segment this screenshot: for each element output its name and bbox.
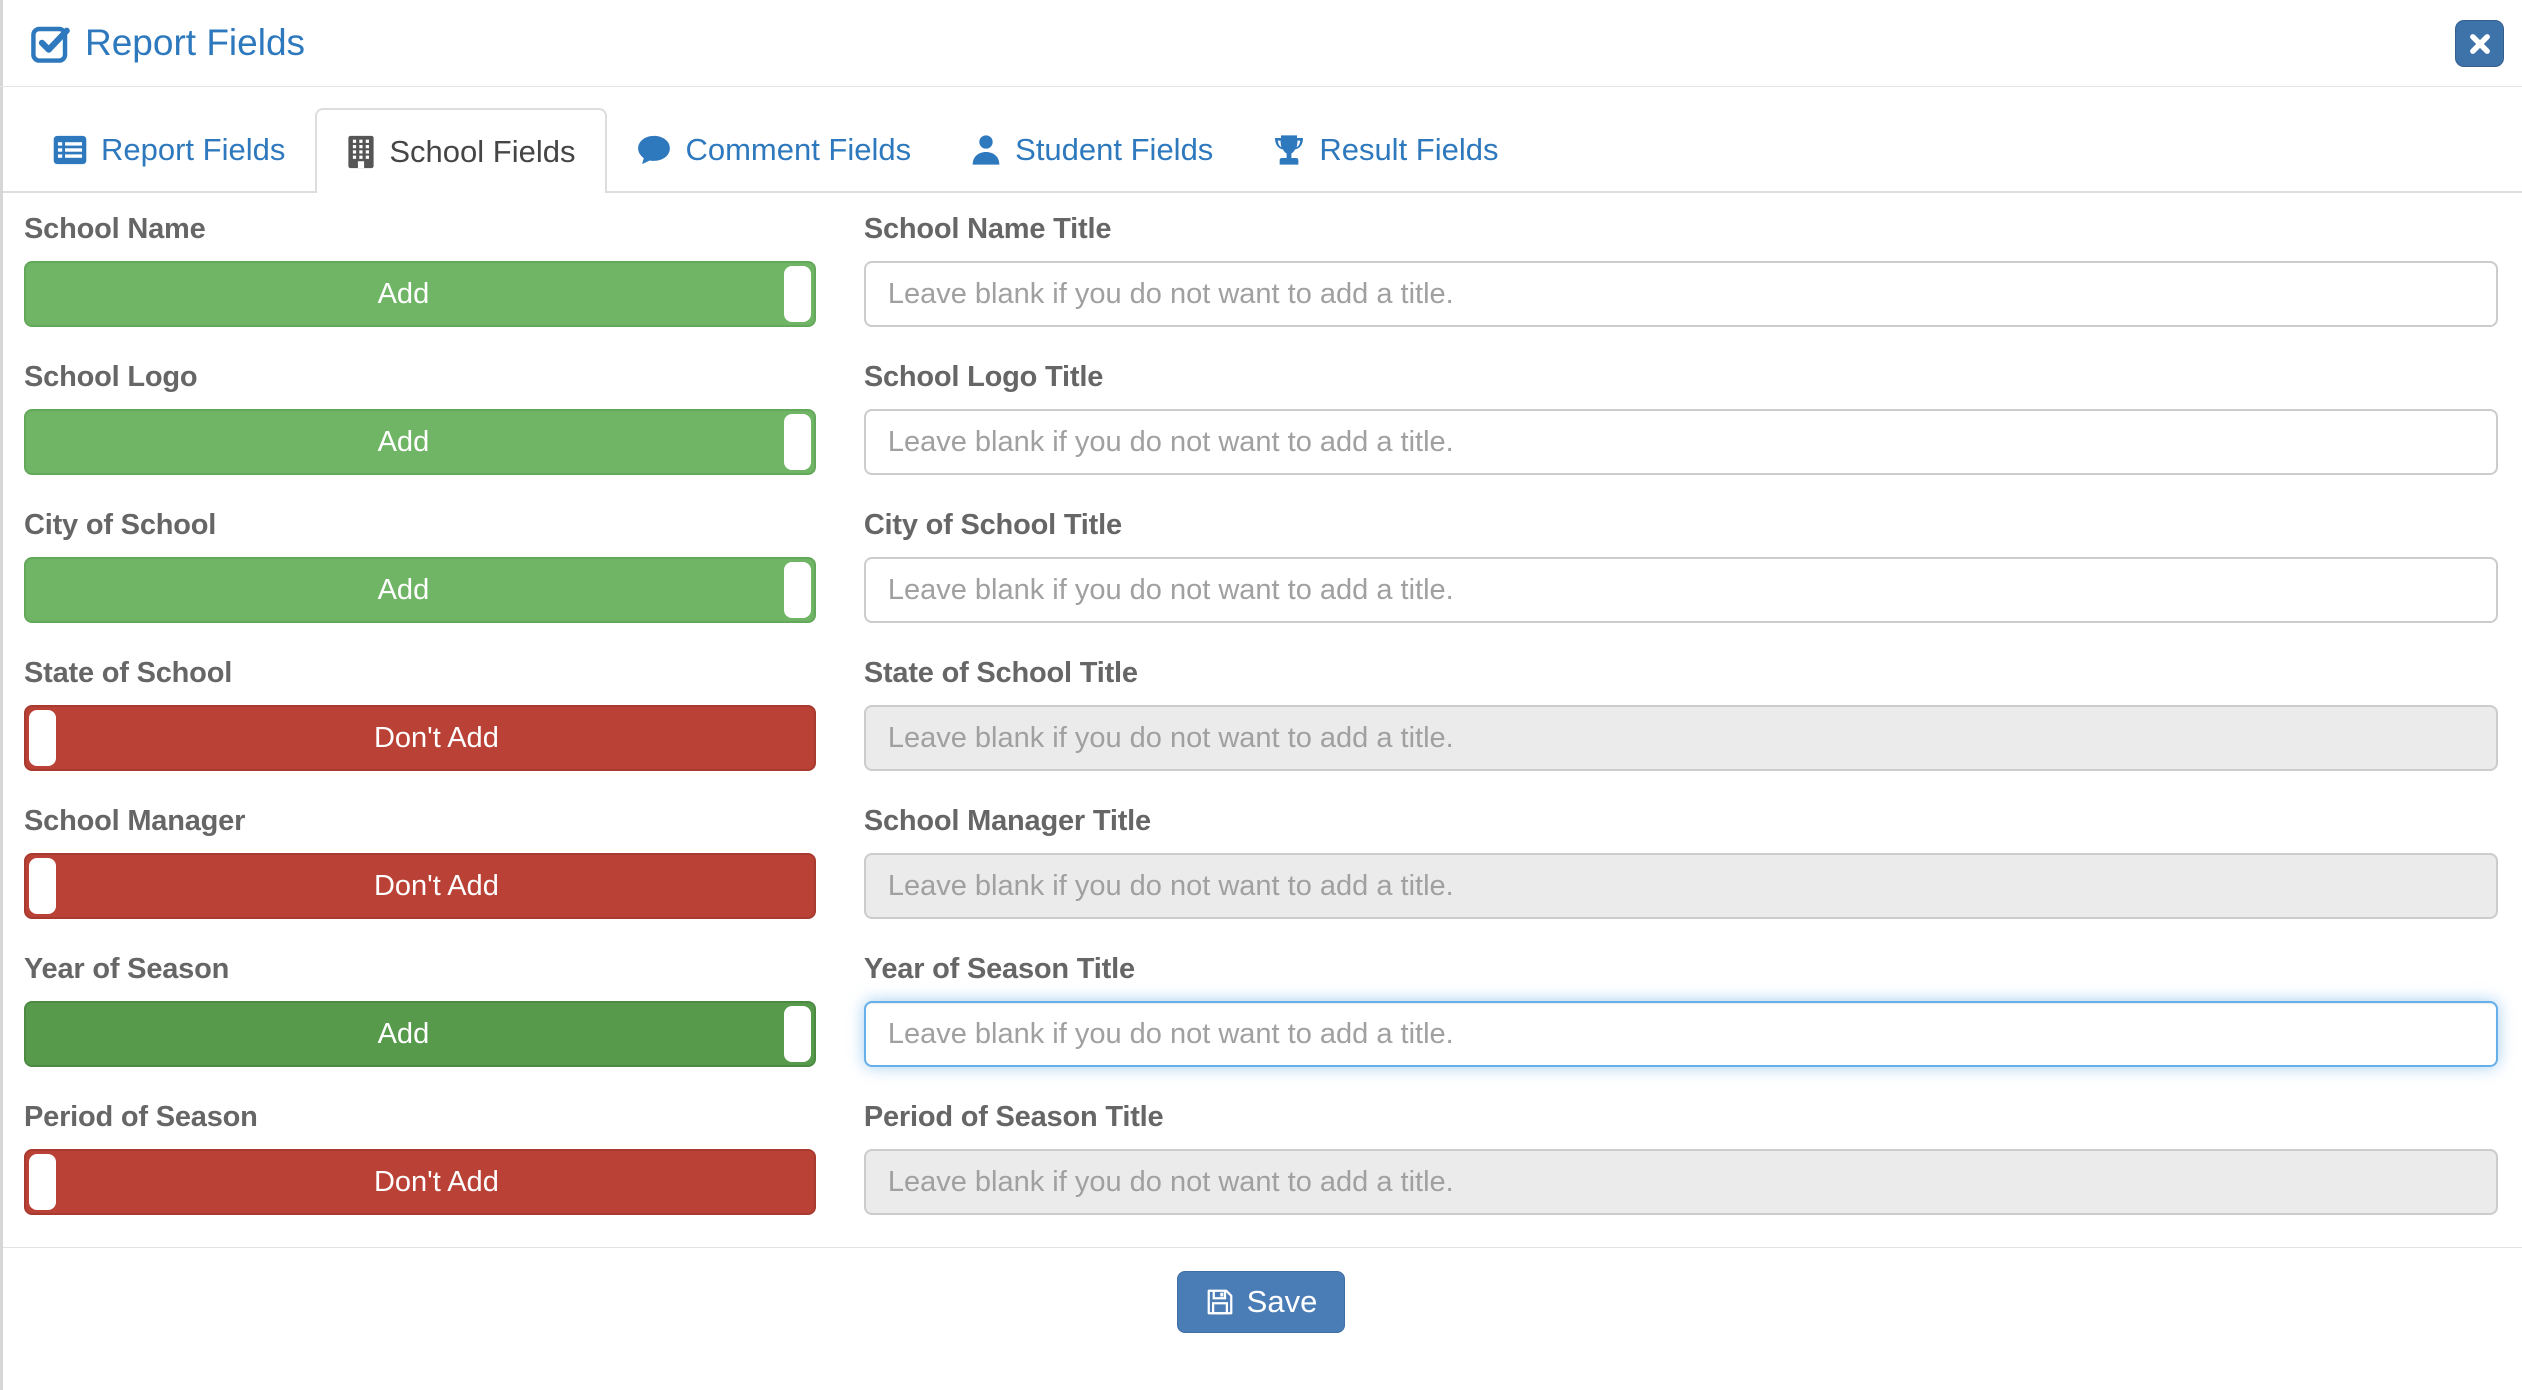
toggle-state-label: Add	[378, 574, 430, 607]
page-title: Report Fields	[85, 22, 305, 64]
field-label: School Manager	[24, 803, 816, 839]
field-toggle-switch[interactable]: Don't Add	[24, 705, 816, 771]
field-toggle-switch[interactable]: Don't Add	[24, 1149, 816, 1215]
trophy-icon	[1273, 134, 1305, 166]
field-label: City of School	[24, 507, 816, 543]
user-icon	[971, 134, 1001, 166]
title-label: Period of Season Title	[864, 1099, 2498, 1135]
field-toggle-switch[interactable]: Add	[24, 1001, 816, 1067]
tab-comment-fields[interactable]: Comment Fields	[607, 108, 941, 191]
field-label: Period of Season	[24, 1099, 816, 1135]
tab-label: Report Fields	[101, 132, 285, 168]
field-row: Year of Season Add Year of Season Title	[0, 951, 2522, 1067]
field-toggle-switch[interactable]: Add	[24, 409, 816, 475]
page-left-edge	[0, 0, 3, 1390]
field-row: State of School Don't Add State of Schoo…	[0, 655, 2522, 771]
title-column-cell: School Manager Title	[840, 803, 2522, 919]
field-row: School Manager Don't Add School Manager …	[0, 803, 2522, 919]
toggle-state-label: Add	[378, 278, 430, 311]
toggle-column-cell: School Logo Add	[0, 359, 840, 475]
title-label: State of School Title	[864, 655, 2498, 691]
tab-result-fields[interactable]: Result Fields	[1243, 108, 1528, 191]
title-input[interactable]	[864, 1001, 2498, 1067]
toggle-column-cell: Period of Season Don't Add	[0, 1099, 840, 1215]
toggle-column-cell: School Name Add	[0, 211, 840, 327]
field-toggle-switch[interactable]: Add	[24, 261, 816, 327]
field-row: School Logo Add School Logo Title	[0, 359, 2522, 475]
title-input	[864, 705, 2498, 771]
title-input[interactable]	[864, 409, 2498, 475]
close-button[interactable]	[2455, 20, 2504, 67]
title-label: School Name Title	[864, 211, 2498, 247]
title-label: Year of Season Title	[864, 951, 2498, 987]
field-label: School Logo	[24, 359, 816, 395]
toggle-state-label: Don't Add	[374, 870, 499, 903]
title-input	[864, 1149, 2498, 1215]
modal-footer: Save	[0, 1247, 2522, 1333]
floppy-disk-icon	[1205, 1287, 1235, 1317]
title-input[interactable]	[864, 261, 2498, 327]
title-column-cell: Period of Season Title	[840, 1099, 2522, 1215]
field-row: Period of Season Don't Add Period of Sea…	[0, 1099, 2522, 1215]
tab-school-fields[interactable]: School Fields	[315, 108, 607, 193]
field-label: Year of Season	[24, 951, 816, 987]
save-label: Save	[1247, 1284, 1318, 1320]
toggle-knob[interactable]	[29, 858, 56, 914]
title-input[interactable]	[864, 557, 2498, 623]
title-label: City of School Title	[864, 507, 2498, 543]
tab-student-fields[interactable]: Student Fields	[941, 108, 1243, 191]
field-row: School Name Add School Name Title	[0, 211, 2522, 327]
modal-title: Report Fields	[30, 22, 305, 64]
tab-label: Student Fields	[1015, 132, 1213, 168]
title-input	[864, 853, 2498, 919]
school-fields-panel: School Name Add School Name Title School…	[0, 193, 2522, 1215]
comment-icon	[637, 134, 671, 166]
field-row: City of School Add City of School Title	[0, 507, 2522, 623]
toggle-state-label: Add	[378, 426, 430, 459]
title-column-cell: State of School Title	[840, 655, 2522, 771]
tab-report-fields[interactable]: Report Fields	[23, 108, 315, 191]
title-label: School Manager Title	[864, 803, 2498, 839]
title-label: School Logo Title	[864, 359, 2498, 395]
toggle-knob[interactable]	[29, 710, 56, 766]
check-square-icon	[30, 23, 71, 64]
tab-label: Comment Fields	[685, 132, 911, 168]
field-label: School Name	[24, 211, 816, 247]
tab-label: School Fields	[389, 134, 575, 170]
list-icon	[53, 135, 87, 165]
toggle-column-cell: City of School Add	[0, 507, 840, 623]
modal-header: Report Fields	[0, 0, 2522, 87]
toggle-knob[interactable]	[784, 1006, 811, 1062]
tab-label: Result Fields	[1319, 132, 1498, 168]
toggle-state-label: Don't Add	[374, 1166, 499, 1199]
toggle-state-label: Add	[378, 1018, 430, 1051]
toggle-knob[interactable]	[784, 414, 811, 470]
toggle-column-cell: School Manager Don't Add	[0, 803, 840, 919]
toggle-knob[interactable]	[784, 562, 811, 618]
toggle-state-label: Don't Add	[374, 722, 499, 755]
title-column-cell: City of School Title	[840, 507, 2522, 623]
tab-bar: Report Fields School Fields Comment Fie	[0, 87, 2522, 193]
toggle-column-cell: State of School Don't Add	[0, 655, 840, 771]
field-label: State of School	[24, 655, 816, 691]
save-button[interactable]: Save	[1177, 1271, 1346, 1333]
field-toggle-switch[interactable]: Don't Add	[24, 853, 816, 919]
title-column-cell: School Logo Title	[840, 359, 2522, 475]
toggle-knob[interactable]	[784, 266, 811, 322]
building-icon	[347, 135, 375, 169]
toggle-column-cell: Year of Season Add	[0, 951, 840, 1067]
toggle-knob[interactable]	[29, 1154, 56, 1210]
title-column-cell: Year of Season Title	[840, 951, 2522, 1067]
title-column-cell: School Name Title	[840, 211, 2522, 327]
x-icon	[2467, 31, 2493, 57]
field-toggle-switch[interactable]: Add	[24, 557, 816, 623]
